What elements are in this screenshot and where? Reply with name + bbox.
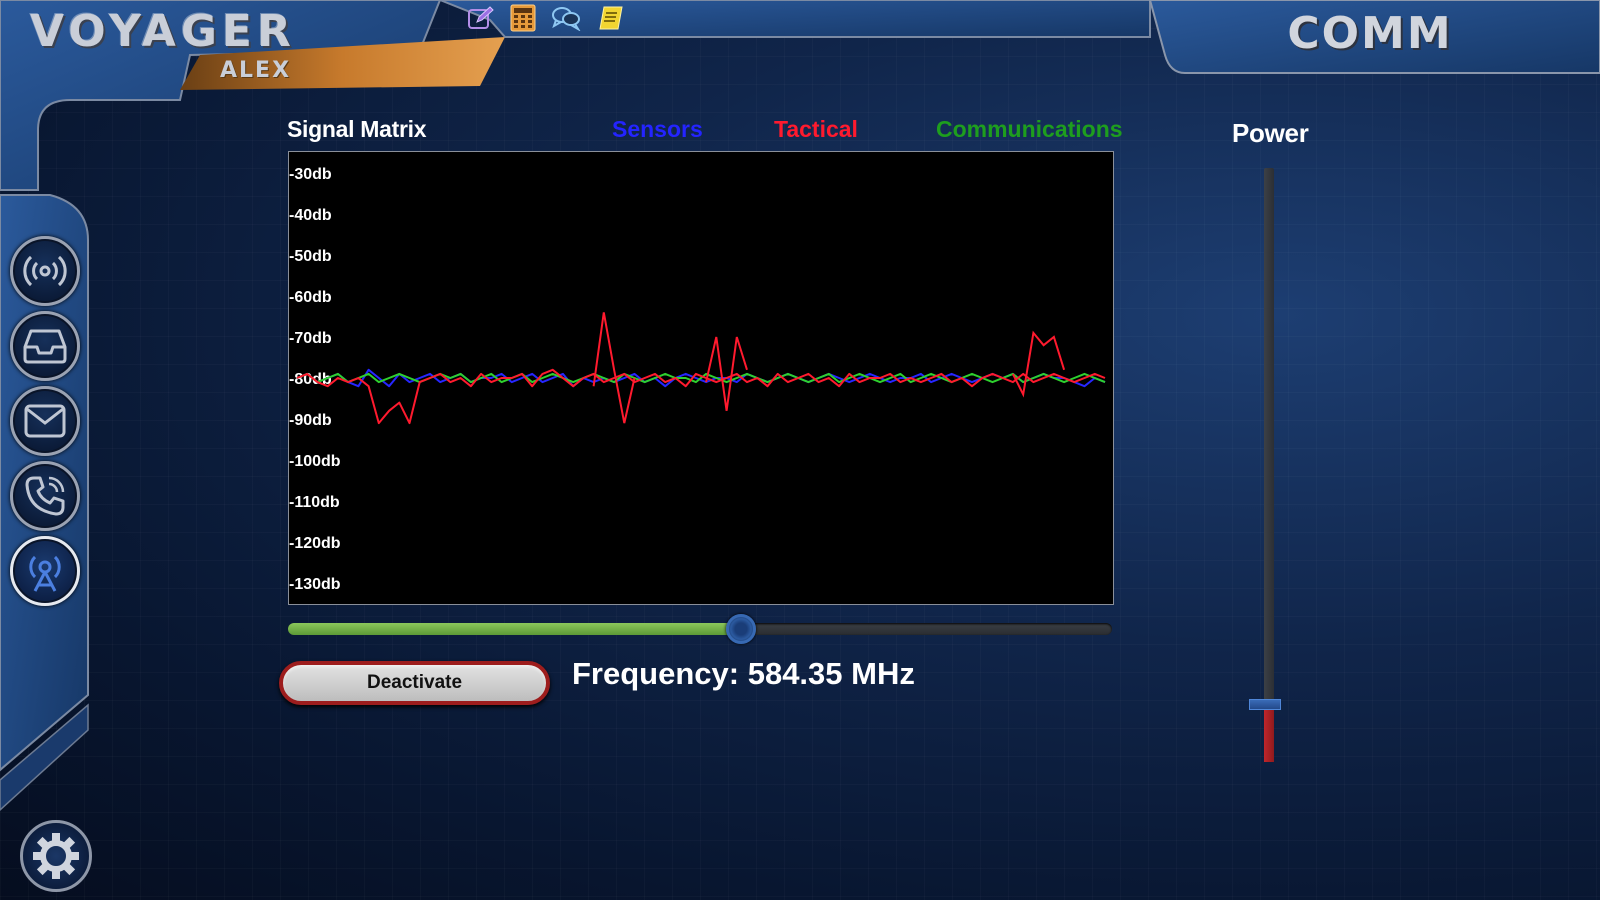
broadcast-icon [23,255,67,287]
power-title: Power [1232,118,1309,148]
chart-title: Signal Matrix [287,116,427,142]
inbox-tray-icon [23,329,67,364]
user-name: ALEX [220,58,292,83]
phone-icon [25,476,65,516]
y-tick-label: -60db [289,289,332,306]
power-slider[interactable] [1249,168,1281,762]
mail-button[interactable] [10,386,80,456]
phone-button[interactable] [10,461,80,531]
y-tick-label: -30db [289,166,332,183]
frequency-readout: Frequency: 584.35 MHz [572,656,915,691]
y-tick-label: -110db [289,494,340,511]
edit-icon [468,6,494,29]
chat-button[interactable] [551,3,581,33]
frequency-slider-fill [288,623,742,635]
frequency-slider[interactable] [288,614,1112,644]
power-slider-fill [1264,702,1274,762]
calculator-button[interactable] [508,3,538,33]
series-line-sensors [296,368,1106,388]
app-title: VOYAGER [30,6,296,57]
power-slider-thumb[interactable] [1249,698,1281,710]
inbox-button[interactable] [10,311,80,381]
antenna-button[interactable] [10,536,80,606]
legend-tactical: Tactical [774,116,858,142]
y-tick-label: -70db [289,330,332,347]
y-tick-label: -40db [289,207,332,224]
frequency-slider-thumb[interactable] [726,614,757,644]
antenna-icon [29,555,61,592]
y-tick-label: -100db [289,453,341,470]
y-tick-label: -130db [289,576,341,593]
edit-button[interactable] [466,3,496,33]
deactivate-button[interactable]: Deactivate [279,661,550,705]
series-line-tactical-spike [705,336,748,411]
module-title: COMM [1287,8,1453,59]
series-line-tactical-spike [1012,330,1066,398]
legend-sensors: Sensors [612,116,703,142]
signal-chart-plot: -30db-40db-50db-60db-70db-80db-90db-100d… [289,166,1106,593]
y-tick-label: -120db [289,535,341,552]
broadcast-button[interactable] [10,236,80,306]
calculator-icon [510,4,536,32]
signal-chart: -30db -40db -50db -60db -70db -80db -90db -100d… [288,151,1114,605]
settings-button[interactable] [20,820,92,892]
chat-icon [552,7,581,31]
legend-communications: Communications [936,116,1123,142]
y-tick-label: -90db [289,412,332,429]
gear-icon [33,833,79,879]
series-line-tactical [296,368,1106,425]
y-tick-label: -50db [289,248,332,265]
mail-icon [24,404,66,438]
notes-icon [599,6,623,30]
series-line-tactical-spike [592,312,636,424]
notes-button[interactable] [596,3,626,33]
